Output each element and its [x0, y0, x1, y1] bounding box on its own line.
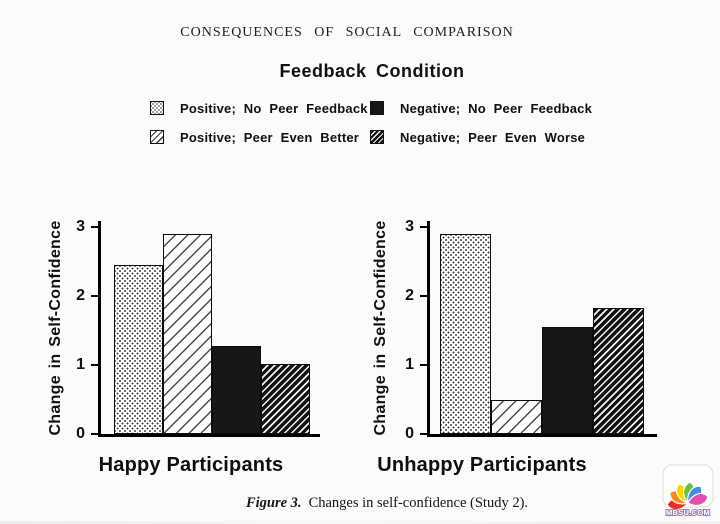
legend-item-positive-peer-better: Positive; Peer Even Better	[150, 129, 368, 145]
legend-item-positive-no-peer: Positive; No Peer Feedback	[150, 100, 368, 116]
bar-solid	[212, 345, 261, 434]
y-tick-label: 3	[405, 218, 414, 235]
diagonal-pattern-swatch-icon	[150, 130, 164, 144]
bar-dense	[593, 308, 644, 434]
y-tick-label: 2	[76, 287, 85, 304]
bar-diag	[491, 399, 542, 434]
bar-dense	[261, 363, 310, 434]
running-head: CONSEQUENCES OF SOCIAL COMPARISON	[180, 25, 514, 40]
bar-solid	[542, 327, 593, 434]
legend-item-label: Negative; Peer Even Worse	[400, 129, 586, 145]
y-tick-mark	[420, 432, 428, 435]
y-tick-label: 0	[76, 425, 85, 442]
plot-area-happy: 0 1 2 3	[76, 218, 320, 442]
peacock-feather-magenta	[687, 492, 709, 506]
y-tick-mark	[420, 294, 428, 297]
scan-edge-artifact	[0, 521, 720, 524]
y-axis-label-unhappy: Change in Self-Confidence	[372, 220, 389, 436]
y-tick-mark	[420, 225, 428, 228]
y-tick-mark	[91, 363, 99, 366]
legend-item-negative-no-peer: Negative; No Peer Feedback	[370, 100, 592, 116]
legend-item-label: Positive; Peer Even Better	[180, 129, 360, 145]
legend-title: Feedback Condition	[279, 61, 465, 81]
y-tick-label: 1	[76, 356, 85, 373]
y-tick-mark	[91, 294, 99, 297]
figure-caption: Figure 3. Changes in self-confidence (Stu…	[187, 495, 587, 512]
solid-pattern-swatch-icon	[370, 101, 384, 115]
y-tick-mark	[91, 432, 99, 435]
chart-title-happy: Happy Participants	[98, 454, 284, 476]
dense-hatch-pattern-swatch-icon	[370, 130, 384, 144]
legend-column-negative: Negative; No Peer Feedback Negative; Pee…	[370, 100, 592, 145]
peacock-icon	[666, 481, 709, 511]
chart-title-unhappy: Unhappy Participants	[377, 454, 587, 476]
bar-dots	[440, 233, 491, 434]
y-tick-mark	[91, 225, 99, 228]
y-tick-mark	[420, 363, 428, 366]
legend-item-label: Negative; No Peer Feedback	[400, 100, 593, 116]
y-axis-label-happy: Change in Self-Confidence	[47, 220, 64, 436]
figure-caption-label: Figure 3.	[245, 495, 302, 511]
y-tick-label: 0	[405, 425, 414, 442]
legend-column-positive: Positive; No Peer Feedback Positive; Pee…	[150, 100, 368, 145]
y-tick-label: 2	[405, 287, 414, 304]
dots-pattern-swatch-icon	[150, 101, 164, 115]
y-tick-label: 3	[76, 218, 85, 235]
legend-item-negative-peer-worse: Negative; Peer Even Worse	[370, 129, 592, 145]
legend-item-label: Positive; No Peer Feedback	[180, 100, 368, 116]
figure-caption-text: Changes in self-confidence (Study 2).	[308, 495, 529, 511]
y-tick-label: 1	[405, 356, 414, 373]
bar-dots	[114, 264, 163, 434]
watermark-logo: MBSU.COM	[662, 464, 714, 518]
bar-diag	[163, 233, 212, 434]
watermark-text: MBSU.COM	[666, 508, 710, 517]
plot-area-unhappy: 0 1 2 3	[405, 218, 657, 442]
